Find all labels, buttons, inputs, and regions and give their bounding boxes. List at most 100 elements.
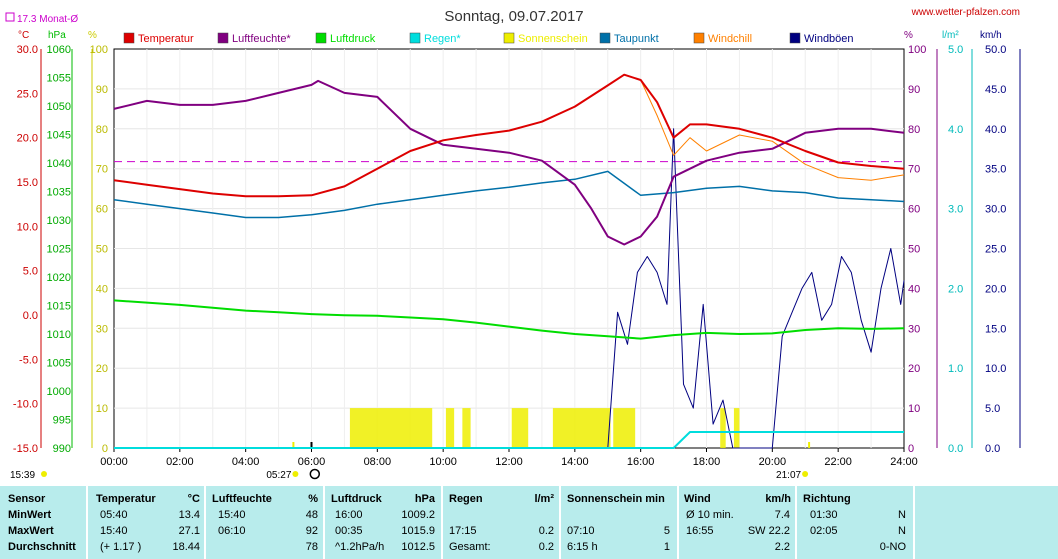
series-line-taupunkt: [113, 170, 905, 219]
time-tick-label: 16:00: [627, 456, 655, 468]
time-tick-label: 22:00: [824, 456, 852, 468]
series-line-temperatur: [113, 73, 905, 198]
pressure-value: 1015.9: [401, 525, 435, 537]
moon-icon: [309, 468, 321, 480]
humidity-left-tick-label: 60: [96, 204, 108, 216]
direction-time: 01:30: [810, 509, 838, 521]
humidity-left-tick-label: 90: [96, 84, 108, 96]
wind-tick-label: 15.0: [985, 323, 1006, 335]
legend-label: Temperatur: [138, 33, 194, 45]
temp-time: 15:40: [100, 525, 128, 537]
series-line-luftdruck: [113, 299, 905, 340]
temp-tick-label: 10.0: [17, 221, 38, 233]
wind-time: 16:55: [686, 525, 714, 537]
rain-tick-label: 4.0: [948, 124, 963, 136]
time-tick-label: 24:00: [890, 456, 918, 468]
humidity-right-tick-label: 40: [908, 283, 920, 295]
header-sensor: Sensor: [8, 493, 46, 505]
header-humidity-unit: %: [308, 493, 318, 505]
rain-value: 0.2: [538, 541, 554, 553]
humidity-right-tick-label: 90: [908, 84, 920, 96]
sunshine-bar: [511, 408, 529, 448]
humidity-value: 78: [305, 541, 318, 553]
pressure-tick-label: 1020: [47, 272, 71, 284]
humidity-right-tick-label: 10: [908, 403, 920, 415]
pressure-tick-label: 1060: [47, 44, 71, 56]
wind-time: Ø 10 min.: [686, 509, 734, 521]
humidity-left-tick-label: 30: [96, 323, 108, 335]
wind-value: 2.2: [774, 541, 790, 553]
time-tick-label: 12:00: [495, 456, 523, 468]
humidity-right-tick-label: 60: [908, 204, 920, 216]
time-tick-label: 00:00: [100, 456, 128, 468]
stats-table: Sensor Temperatur °C Luftfeuchte% Luftdruck h…: [0, 486, 1058, 559]
pressure-value: 1009.2: [401, 509, 435, 521]
time-tick-label: 14:00: [561, 456, 589, 468]
rain-tick-label: 5.0: [948, 44, 963, 56]
temp-tick-label: 20.0: [17, 133, 38, 145]
chart-marks: [113, 73, 905, 449]
sunshine-bar: [552, 408, 611, 448]
row-label: MaxWert: [8, 525, 54, 537]
time-tick-label: 08:00: [364, 456, 392, 468]
rain-time: Gesamt:: [449, 541, 491, 553]
pressure-tick-label: 1035: [47, 187, 71, 199]
wind-value: SW 22.2: [747, 525, 790, 537]
wind-tick-label: 5.0: [985, 403, 1000, 415]
pressure-tick-label: 1045: [47, 130, 71, 142]
series-line-windchill: [640, 79, 905, 181]
rain-tick-label: 0.0: [948, 443, 963, 455]
sunrise-label: 05:27: [266, 470, 291, 481]
legend-swatch: [693, 32, 705, 44]
header-sunshine: Sonnenschein min: [567, 493, 665, 505]
direction-time: 02:05: [810, 525, 838, 537]
unit-wind: km/h: [980, 30, 1002, 41]
monthly-avg-checkbox[interactable]: [5, 12, 15, 22]
temp-value: 27.1: [178, 525, 200, 537]
unit-temp: °C: [18, 30, 29, 41]
temp-tick-label: 0.0: [23, 310, 38, 322]
rain-tick-label: 3.0: [948, 204, 963, 216]
pressure-tick-label: 1000: [47, 386, 71, 398]
pressure-value: 1012.5: [401, 541, 435, 553]
humidity-right-tick-label: 100: [908, 44, 926, 56]
legend-label: Regen*: [424, 33, 461, 45]
humidity-left-tick-label: 80: [96, 124, 108, 136]
direction-value: N: [898, 525, 906, 537]
sunshine-time: 07:10: [567, 525, 595, 537]
wind-tick-label: 45.0: [985, 84, 1006, 96]
first-light-label: 15:39: [10, 470, 35, 481]
legend-swatch: [123, 32, 135, 44]
wind-tick-label: 0.0: [985, 443, 1000, 455]
legend-label: Windböen: [804, 33, 854, 45]
temp-tick-label: 15.0: [17, 177, 38, 189]
header-pressure: Luftdruck: [331, 493, 382, 505]
legend-swatch: [503, 32, 515, 44]
temp-tick-label: -10.0: [13, 399, 38, 411]
sunshine-bar: [613, 408, 636, 448]
rain-value: 0.2: [538, 525, 554, 537]
sunshine-bar: [720, 408, 726, 448]
time-tick-label: 02:00: [166, 456, 194, 468]
row-label: MinWert: [8, 509, 52, 521]
sunshine-bar: [462, 408, 471, 448]
series-line-regen: [114, 431, 904, 449]
humidity-left-tick-label: 50: [96, 244, 108, 256]
chart-legend: Temperatur Luftfeuchte* Luftdruck Regen* Son…: [123, 32, 854, 45]
header-rain-unit: l/m²: [534, 493, 554, 505]
pressure-tick-label: 1050: [47, 101, 71, 113]
rain-time: 17:15: [449, 525, 477, 537]
axis-ticks: 30.0 25.0 20.0 15.0 10.0 5.0 0.0 -5.0 -10.0 -15.0…: [10, 44, 1021, 481]
legend-swatch: [315, 32, 327, 44]
row-label: Durchschnitt: [8, 541, 76, 553]
humidity-left-tick-label: 40: [96, 283, 108, 295]
humidity-time: 06:10: [218, 525, 246, 537]
pressure-tick-label: 1055: [47, 73, 71, 85]
website-link[interactable]: www.wetter-pfalzen.com: [911, 7, 1020, 18]
wind-tick-label: 25.0: [985, 244, 1006, 256]
sunrise-icon: [292, 471, 299, 477]
humidity-left-tick-label: 100: [90, 44, 108, 56]
pressure-tick-label: 990: [53, 443, 71, 455]
humidity-left-tick-label: 10: [96, 403, 108, 415]
wind-tick-label: 50.0: [985, 44, 1006, 56]
